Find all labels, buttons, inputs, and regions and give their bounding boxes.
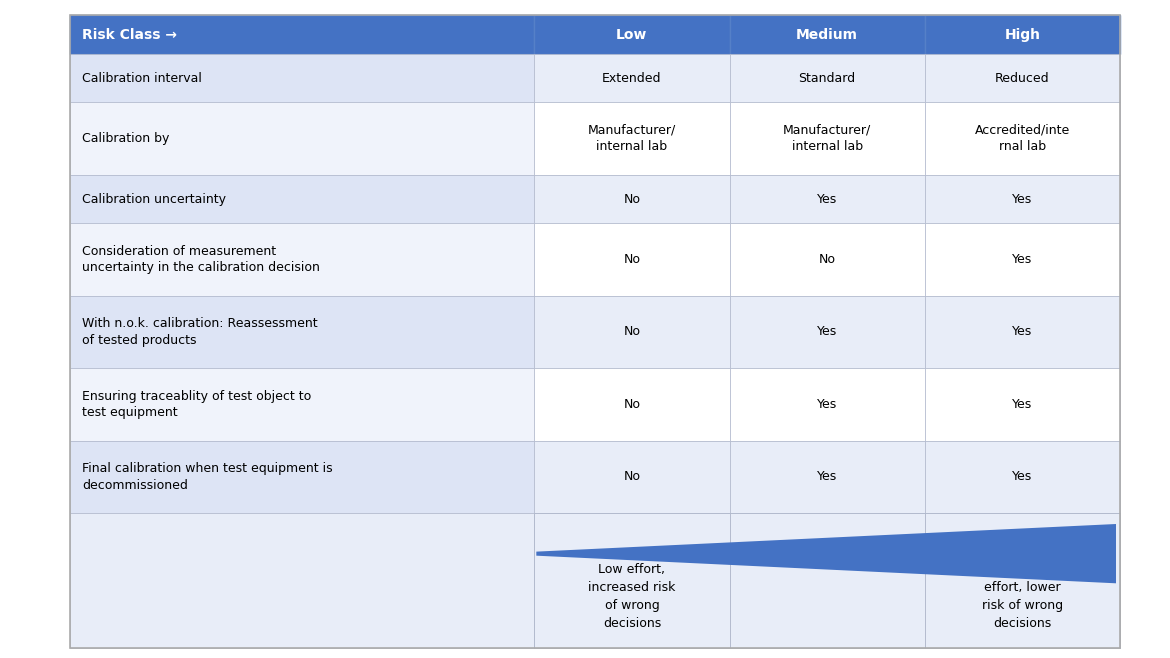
Bar	[730, 295, 924, 368]
Bar	[70, 175, 535, 223]
Bar	[924, 103, 1120, 175]
Bar	[70, 295, 535, 368]
Bar	[70, 368, 535, 441]
Text: No: No	[624, 326, 640, 338]
Bar	[535, 441, 730, 513]
Text: Medium: Medium	[796, 28, 858, 41]
Text: Yes: Yes	[817, 326, 838, 338]
Bar	[535, 295, 730, 368]
Text: No: No	[624, 253, 640, 266]
Text: Calibration interval: Calibration interval	[82, 72, 202, 85]
Bar	[70, 54, 535, 103]
Bar	[535, 54, 730, 103]
Text: No: No	[624, 398, 640, 411]
Bar	[535, 15, 730, 54]
Text: With n.o.k. calibration: Reassessment
of tested products: With n.o.k. calibration: Reassessment of…	[82, 317, 317, 347]
Bar	[924, 441, 1120, 513]
Bar	[730, 54, 924, 103]
Bar	[730, 368, 924, 441]
Text: Low: Low	[617, 28, 648, 41]
Bar	[924, 175, 1120, 223]
Bar	[730, 441, 924, 513]
Text: Standard: Standard	[799, 72, 855, 85]
Bar	[924, 15, 1120, 54]
Bar	[70, 15, 1120, 648]
Bar	[730, 513, 924, 648]
Bar	[535, 513, 730, 648]
Text: Ensuring traceablity of test object to
test equipment: Ensuring traceablity of test object to t…	[82, 390, 311, 419]
Text: Yes: Yes	[1012, 193, 1032, 205]
Text: No: No	[624, 470, 640, 484]
Bar	[70, 15, 535, 54]
Text: No: No	[819, 253, 835, 266]
Bar	[535, 223, 730, 295]
Bar	[535, 175, 730, 223]
Text: No: No	[624, 193, 640, 205]
Bar	[535, 368, 730, 441]
Polygon shape	[536, 524, 1116, 583]
Bar	[924, 368, 1120, 441]
Text: Reduced: Reduced	[994, 72, 1049, 85]
Bar	[535, 513, 1120, 648]
Bar	[70, 103, 535, 175]
Text: Accredited/inte
rnal lab: Accredited/inte rnal lab	[975, 124, 1071, 153]
Text: High: High	[1004, 28, 1040, 41]
Bar	[70, 223, 535, 295]
Text: Calibration by: Calibration by	[82, 132, 170, 145]
Text: Yes: Yes	[1012, 253, 1032, 266]
Text: Yes: Yes	[817, 398, 838, 411]
Bar	[924, 295, 1120, 368]
Text: Manufacturer/
internal lab: Manufacturer/ internal lab	[783, 124, 872, 153]
Bar	[535, 103, 730, 175]
Bar	[924, 513, 1120, 648]
Bar	[730, 175, 924, 223]
Bar	[70, 513, 535, 648]
Text: Increased
effort, lower
risk of wrong
decisions: Increased effort, lower risk of wrong de…	[982, 563, 1064, 630]
Bar	[924, 54, 1120, 103]
Text: Yes: Yes	[1012, 398, 1032, 411]
Text: Calibration uncertainty: Calibration uncertainty	[82, 193, 226, 205]
Text: Risk Class →: Risk Class →	[82, 28, 177, 41]
Bar	[730, 103, 924, 175]
Text: Consideration of measurement
uncertainty in the calibration decision: Consideration of measurement uncertainty…	[82, 245, 319, 274]
Text: Yes: Yes	[1012, 326, 1032, 338]
Bar	[70, 441, 535, 513]
Text: Manufacturer/
internal lab: Manufacturer/ internal lab	[587, 124, 676, 153]
Text: Extended: Extended	[603, 72, 662, 85]
Bar	[730, 15, 924, 54]
Text: Low effort,
increased risk
of wrong
decisions: Low effort, increased risk of wrong deci…	[589, 563, 675, 630]
Bar	[730, 223, 924, 295]
Text: Yes: Yes	[817, 193, 838, 205]
Text: Final calibration when test equipment is
decommissioned: Final calibration when test equipment is…	[82, 462, 332, 492]
Text: Yes: Yes	[1012, 470, 1032, 484]
Bar	[924, 223, 1120, 295]
Text: Yes: Yes	[817, 470, 838, 484]
